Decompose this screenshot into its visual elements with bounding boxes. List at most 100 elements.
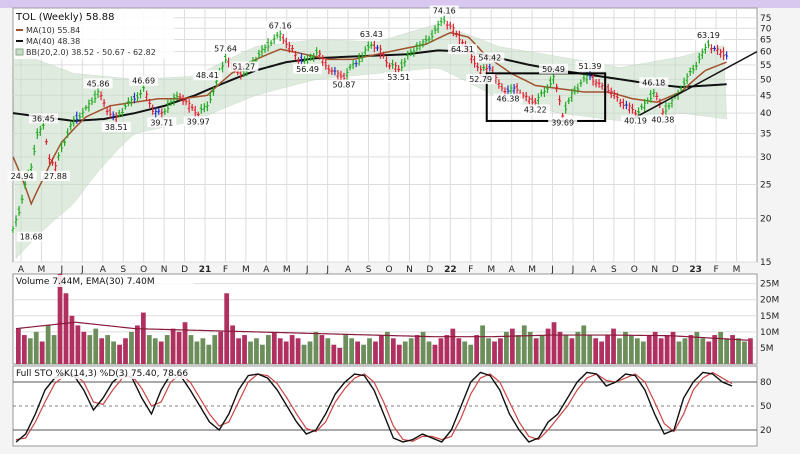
price-annotation: 46.69 bbox=[132, 77, 155, 86]
stochastic-y-tick-label: 80 bbox=[760, 378, 772, 388]
volume-bar bbox=[450, 328, 456, 364]
volume-bar bbox=[730, 335, 735, 364]
x-tick-label: J bbox=[571, 265, 575, 275]
x-tick-label: 22 bbox=[444, 265, 457, 275]
y-tick-label: 45 bbox=[760, 91, 771, 101]
price-annotation: 63.43 bbox=[360, 30, 383, 39]
annotation-bg bbox=[384, 72, 414, 83]
volume-bar bbox=[634, 338, 640, 364]
volume-bar bbox=[712, 335, 718, 364]
price-annotation: 40.38 bbox=[651, 116, 674, 125]
x-tick-label: A bbox=[509, 265, 516, 275]
x-tick-label: N bbox=[161, 265, 168, 275]
annotation-bg bbox=[101, 121, 131, 132]
price-annotation: 50.87 bbox=[333, 81, 356, 90]
x-tick-label: O bbox=[385, 265, 392, 275]
volume-bar bbox=[724, 338, 729, 364]
x-tick-label: N bbox=[651, 265, 658, 275]
annotation-bg bbox=[229, 61, 259, 72]
price-annotation: 56.49 bbox=[296, 65, 319, 74]
volume-panel: 5M 10M 15M 20M 25M Volume 7.44M, EMA(30) 7.40… bbox=[12, 273, 779, 365]
y-tick-label: 30 bbox=[760, 153, 772, 163]
volume-bar bbox=[33, 331, 39, 364]
volume-bar bbox=[629, 335, 634, 364]
volume-bar bbox=[414, 335, 420, 364]
volume-bar bbox=[593, 338, 599, 364]
volume-bar bbox=[152, 338, 158, 364]
volume-bar bbox=[373, 341, 378, 364]
price-annotation: 39.71 bbox=[150, 118, 173, 127]
volume-bar bbox=[301, 344, 307, 364]
x-tick-label: S bbox=[120, 265, 126, 275]
stochastic-k-line bbox=[15, 371, 733, 443]
volume-bar bbox=[319, 335, 325, 364]
volume-bar bbox=[39, 341, 45, 364]
bollinger-band bbox=[12, 23, 727, 260]
stochastic-y-tick-label: 50 bbox=[760, 402, 772, 412]
volume-y-tick-label: 25M bbox=[760, 280, 779, 290]
price-annotation: 64.31 bbox=[451, 45, 474, 54]
volume-bar bbox=[289, 335, 295, 364]
volume-bar bbox=[331, 344, 337, 364]
volume-bar bbox=[158, 341, 164, 364]
price-annotation: 74.16 bbox=[433, 7, 456, 16]
annotation-bg bbox=[211, 43, 241, 54]
volume-bar bbox=[224, 293, 230, 364]
x-tick-label: J bbox=[80, 265, 84, 275]
volume-bar bbox=[87, 335, 93, 364]
volume-bar bbox=[57, 274, 63, 364]
volume-bar bbox=[295, 338, 301, 364]
y-tick-label: 40 bbox=[760, 109, 772, 119]
volume-bar bbox=[468, 344, 474, 364]
volume-y-tick-label: 5M bbox=[760, 344, 774, 354]
price-annotation: 51.39 bbox=[579, 62, 602, 71]
price-annotation: 51.27 bbox=[232, 63, 255, 72]
y-tick-label: 25 bbox=[760, 180, 771, 190]
volume-bar bbox=[307, 341, 313, 364]
legend-bb-swatch bbox=[15, 48, 24, 56]
volume-bar bbox=[170, 328, 176, 364]
volume-bar bbox=[426, 341, 432, 364]
volume-bar bbox=[242, 335, 247, 364]
volume-bar bbox=[16, 328, 21, 364]
price-annotation: 46.18 bbox=[642, 78, 665, 87]
volume-bar bbox=[533, 338, 539, 364]
x-tick-label: M bbox=[733, 265, 741, 275]
price-annotations: 24.94 18.68 36.45 27.88 45.86 38.51 46.69 39.71… bbox=[7, 5, 723, 242]
volume-bar bbox=[408, 338, 414, 364]
x-tick-label: M bbox=[528, 265, 536, 275]
volume-bar bbox=[230, 325, 236, 364]
volume-bar bbox=[129, 331, 134, 364]
volume-bar bbox=[236, 338, 241, 364]
price-annotation: 36.45 bbox=[32, 114, 55, 123]
volume-bar bbox=[742, 341, 747, 364]
volume-bar bbox=[706, 341, 712, 364]
volume-bar bbox=[212, 335, 218, 364]
x-tick-label: S bbox=[366, 265, 372, 275]
legend-ma10: MA(10) 55.84 bbox=[26, 26, 80, 35]
volume-bar bbox=[545, 328, 551, 364]
y-tick-label: 75 bbox=[760, 14, 771, 24]
price-annotation: 54.42 bbox=[478, 53, 501, 62]
price-annotation: 45.86 bbox=[87, 79, 110, 88]
annotation-bg bbox=[548, 117, 578, 128]
annotation-bg bbox=[7, 170, 37, 181]
x-tick-label: A bbox=[345, 265, 352, 275]
volume-bar bbox=[146, 335, 152, 364]
volume-bar bbox=[527, 331, 533, 364]
volume-bar bbox=[670, 331, 676, 364]
stochastic-y-tick-label: 20 bbox=[760, 426, 772, 436]
volume-bar bbox=[694, 331, 700, 364]
volume-bar bbox=[718, 331, 724, 364]
annotation-bg bbox=[639, 77, 669, 88]
annotation-bg bbox=[429, 5, 459, 16]
volume-bar bbox=[117, 344, 122, 364]
x-tick-label: N bbox=[406, 265, 413, 275]
volume-bar bbox=[611, 328, 616, 364]
volume-bar bbox=[432, 344, 438, 364]
volume-bar bbox=[492, 341, 497, 364]
x-tick-label: D bbox=[672, 265, 679, 275]
annotation-bg bbox=[293, 63, 323, 74]
annotation-bg bbox=[183, 116, 213, 127]
